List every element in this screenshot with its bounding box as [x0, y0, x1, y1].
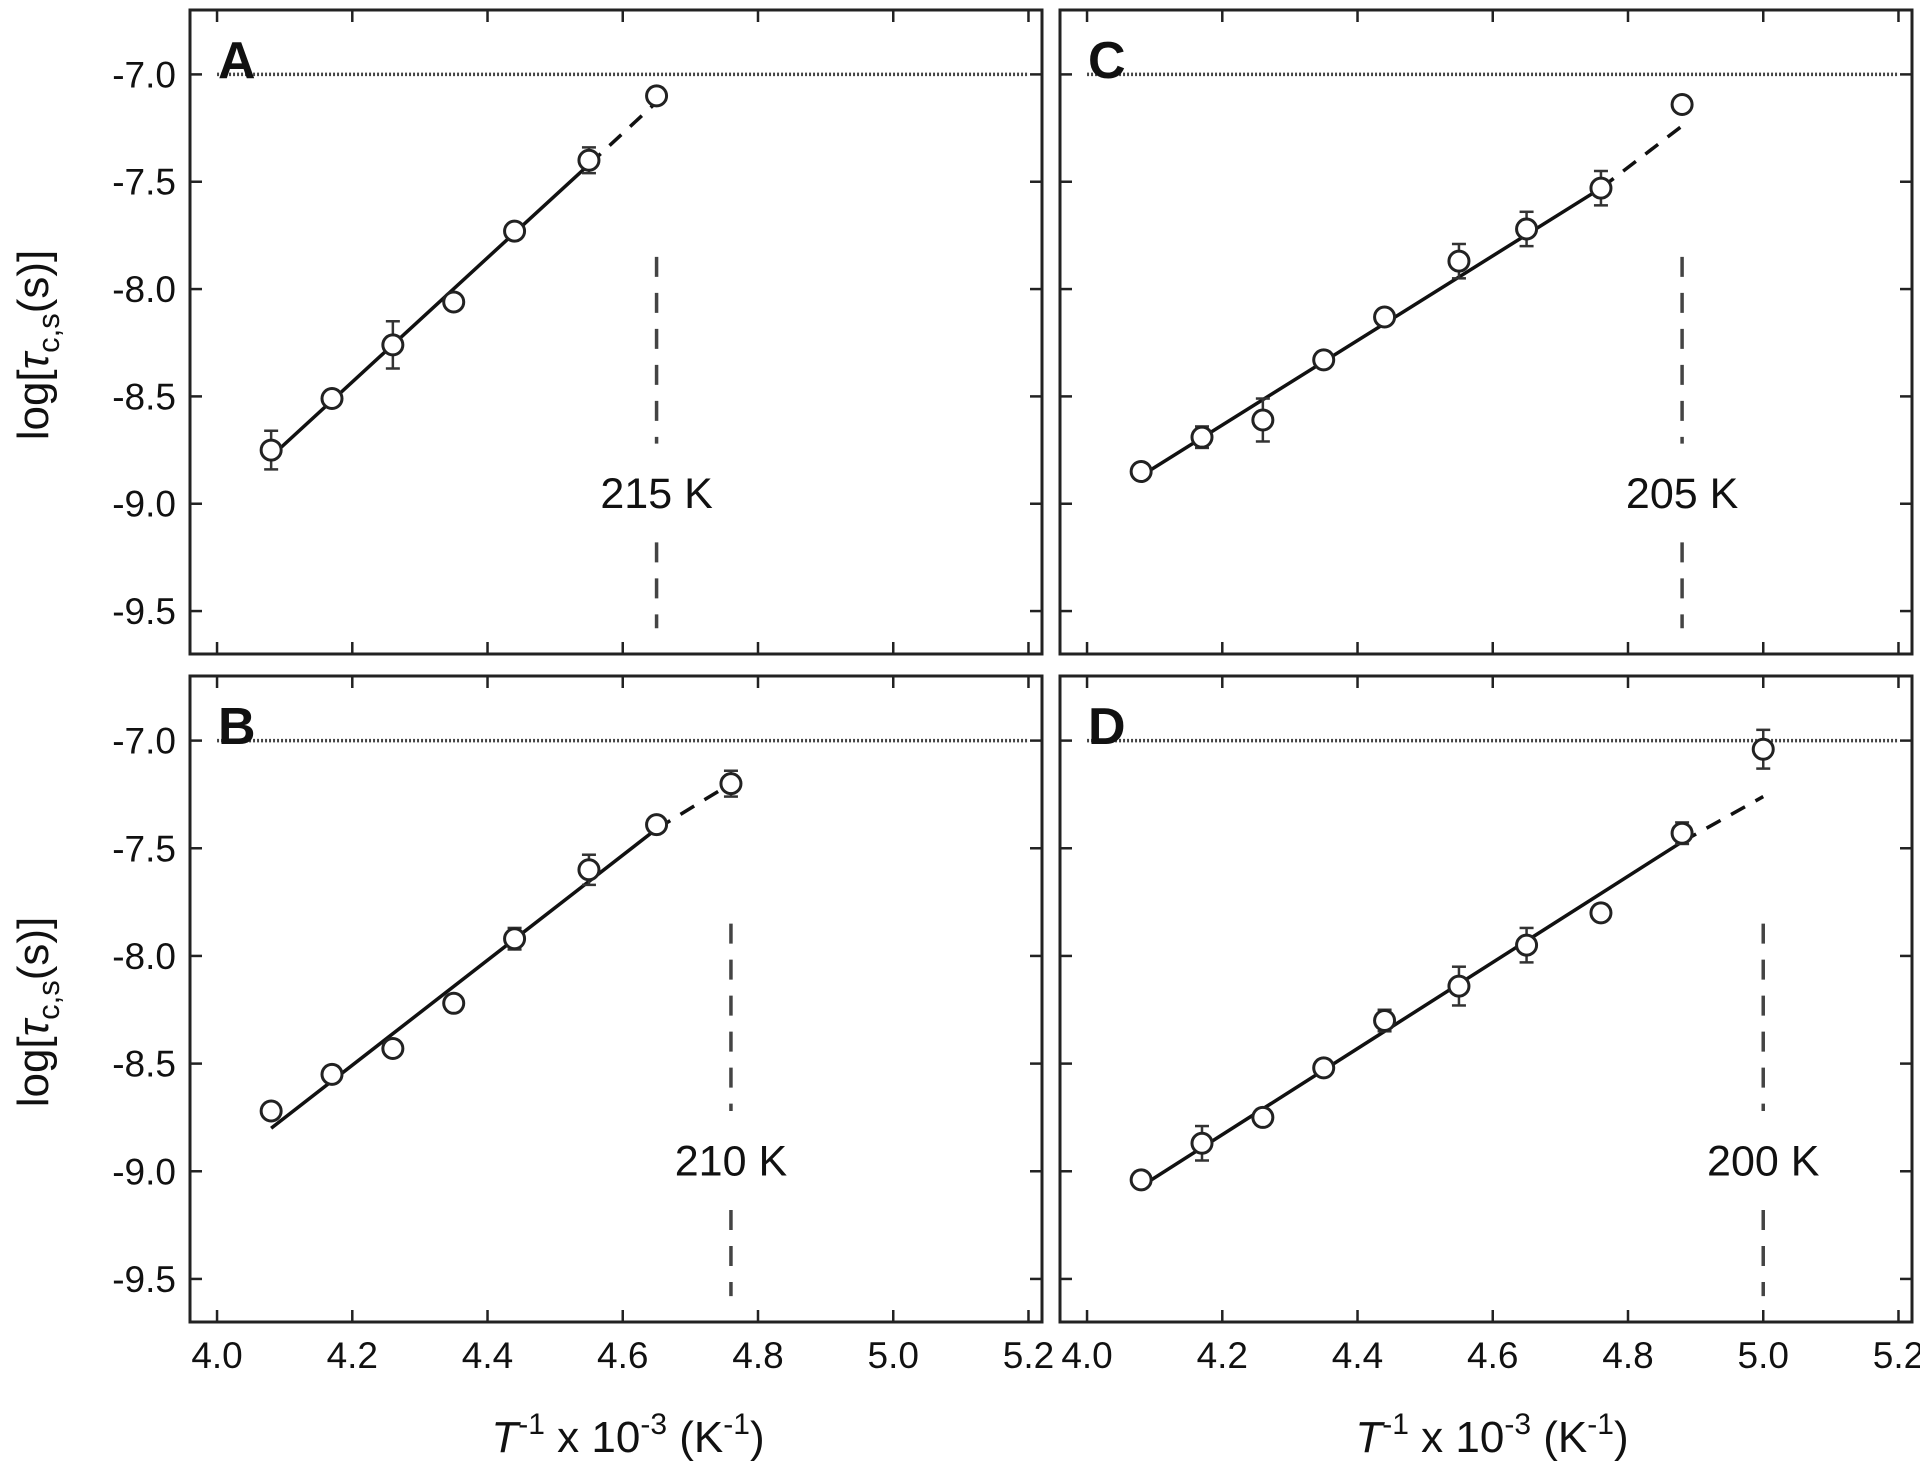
y-tick-label: -9.0 — [112, 1151, 176, 1192]
y-tick-label: -9.0 — [112, 484, 176, 525]
extrapolation-line-b — [655, 782, 732, 831]
y-tick-label: -9.5 — [112, 1259, 176, 1300]
y-tick-label: -7.5 — [112, 162, 176, 203]
data-point — [442, 991, 466, 1015]
data-point — [1190, 425, 1214, 449]
panel-letter-b: B — [218, 698, 256, 756]
data-point — [320, 387, 344, 411]
temperature-label-a: 215 K — [600, 470, 713, 518]
temperature-label-d: 200 K — [1707, 1138, 1820, 1186]
panel-letter-a: A — [218, 32, 256, 90]
data-point — [1670, 92, 1694, 116]
data-point — [1129, 1168, 1153, 1192]
data-point — [1190, 1131, 1214, 1155]
x-tick-label: 4.0 — [191, 1335, 242, 1376]
data-point — [1251, 408, 1275, 432]
plot-frame-a — [188, 8, 1044, 656]
data-point — [1373, 1009, 1397, 1033]
y-tick-label: -9.5 — [112, 591, 176, 632]
data-point — [1515, 933, 1539, 957]
data-point — [577, 148, 601, 172]
panel-B: 4.0 4.2 4.4 4.6 4.8 5.0 5.2 -7.0 -7.5 -8.0 -8.5 -9.… — [112, 674, 1054, 1376]
data-point — [577, 858, 601, 882]
x-tick-label: 5.0 — [868, 1335, 919, 1376]
panel-C: 205 K C — [1058, 8, 1914, 656]
data-point — [1670, 821, 1694, 845]
x-axis-title-right: T-1 x 10-3 (K-1) — [1355, 1408, 1628, 1462]
data-point — [381, 1037, 405, 1061]
x-tick-label: 4.2 — [327, 1335, 378, 1376]
x-tick-label: 4.2 — [1197, 1335, 1248, 1376]
plot-frame-d — [1058, 674, 1914, 1324]
panel-letter-d: D — [1088, 698, 1126, 756]
data-point — [442, 290, 466, 314]
data-point — [381, 333, 405, 357]
y-tick-label: -7.0 — [112, 54, 176, 95]
x-tick-label: 4.8 — [732, 1335, 783, 1376]
data-point — [719, 772, 743, 796]
data-point — [1447, 974, 1471, 998]
x-tick-label: 4.6 — [597, 1335, 648, 1376]
y-axis-title-top: log[τc,s(s)] — [9, 250, 66, 441]
x-axis-title-left: T-1 x 10-3 (K-1) — [491, 1408, 764, 1462]
panel-letter-c: C — [1088, 32, 1126, 90]
panel-A: -7.0 -7.5 -8.0 -8.5 -9.0 -9.5 215 K A — [112, 8, 1044, 656]
data-point — [1312, 1056, 1336, 1080]
y-axis-title-bottom: log[τc,s(s)] — [9, 917, 66, 1108]
x-tick-label: 4.4 — [1332, 1335, 1383, 1376]
x-tick-label: 5.2 — [1003, 1335, 1054, 1376]
data-point — [320, 1062, 344, 1086]
x-tick-label: 4.8 — [1602, 1335, 1653, 1376]
x-tick-label: 4.0 — [1061, 1335, 1112, 1376]
y-tick-label: -7.5 — [112, 828, 176, 869]
data-point — [503, 927, 527, 951]
extrapolation-line-c — [1599, 124, 1684, 190]
x-tick-label: 5.0 — [1738, 1335, 1789, 1376]
data-point — [1251, 1105, 1275, 1129]
data-point — [1589, 901, 1613, 925]
data-point — [1515, 217, 1539, 241]
data-point — [1129, 460, 1153, 484]
plot-frame-c — [1058, 8, 1914, 656]
data-point — [1373, 305, 1397, 329]
data-point — [259, 438, 283, 462]
fit-line-d — [1140, 840, 1684, 1188]
y-tick-label: -8.5 — [112, 376, 176, 417]
data-point — [1312, 348, 1336, 372]
x-tick-label: 5.2 — [1873, 1335, 1920, 1376]
x-tick-label: 4.4 — [462, 1335, 513, 1376]
panel-D: 4.0 4.2 4.4 4.6 4.8 5.0 5.2 200 K D — [1058, 674, 1920, 1376]
data-point — [1589, 176, 1613, 200]
y-tick-label: -8.0 — [112, 936, 176, 977]
extrapolation-line-a — [587, 94, 665, 166]
data-point — [503, 219, 527, 243]
y-tick-label: -8.5 — [112, 1044, 176, 1085]
temperature-label-c: 205 K — [1626, 470, 1739, 518]
extrapolation-line-d — [1681, 795, 1765, 844]
data-point — [645, 813, 669, 837]
y-tick-label: -8.0 — [112, 269, 176, 310]
data-point — [1751, 737, 1775, 761]
data-point — [1447, 249, 1471, 273]
x-tick-label: 4.6 — [1467, 1335, 1518, 1376]
data-point — [645, 84, 669, 108]
y-tick-label: -7.0 — [112, 721, 176, 762]
plot-frame-b — [188, 674, 1044, 1324]
temperature-label-b: 210 K — [675, 1138, 788, 1186]
data-point — [259, 1099, 283, 1123]
fit-line-a — [269, 163, 591, 458]
